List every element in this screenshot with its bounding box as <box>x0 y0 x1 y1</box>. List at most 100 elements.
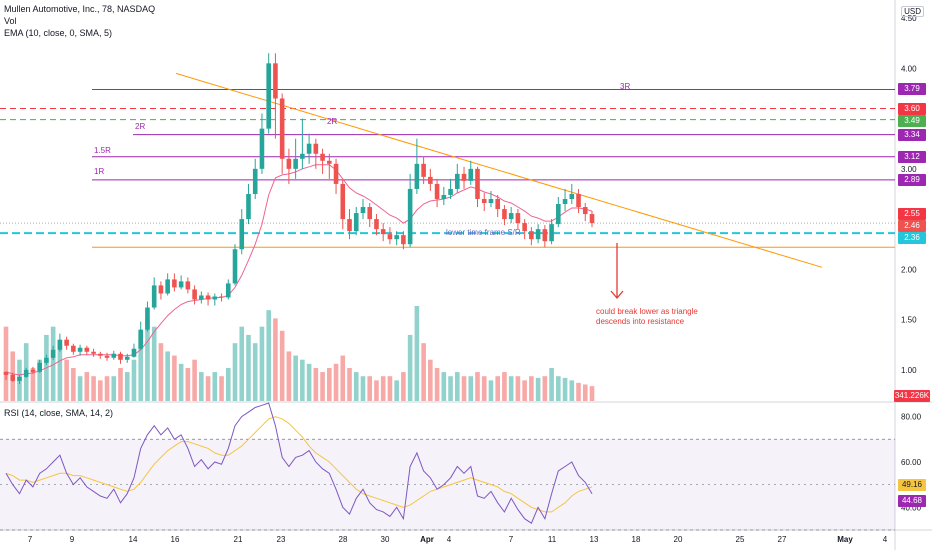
candle-body <box>407 188 413 245</box>
price-tag: 3.79 <box>898 83 926 96</box>
candle-body <box>327 160 332 164</box>
candle-body <box>192 289 197 300</box>
volume-bar <box>239 326 245 401</box>
rsi-legend[interactable]: RSI (14, close, SMA, 14, 2) <box>4 408 114 418</box>
volume-bar <box>515 376 521 401</box>
price-tag: 2.46 <box>898 220 926 233</box>
date-tick-label: 25 <box>736 535 745 544</box>
date-tick-label: 18 <box>632 535 641 544</box>
volume-bar <box>340 355 346 401</box>
candle-body <box>71 345 76 352</box>
volume-bar <box>246 334 251 401</box>
date-tick-label: 13 <box>590 535 599 544</box>
date-tick-label: 21 <box>234 535 243 544</box>
price-tick-label: 3.00 <box>901 165 917 174</box>
volume-tag: 341.226K <box>894 390 930 402</box>
ema-legend[interactable]: EMA (10, close, 0, SMA, 5) <box>4 28 113 38</box>
label-2r-left: 2R <box>135 122 145 131</box>
volume-bar <box>522 380 527 401</box>
volume-bar <box>421 343 426 401</box>
volume-bar <box>172 355 177 401</box>
volume-bar <box>407 334 413 401</box>
candle-body <box>300 153 305 159</box>
volume-bar <box>225 367 231 401</box>
volume-bar <box>178 363 184 401</box>
candle-body <box>266 63 271 129</box>
symbol-legend[interactable]: Mullen Automotive, Inc., 78, NASDAQ <box>4 4 156 14</box>
date-tick-label: 11 <box>548 535 557 544</box>
volume-bar <box>374 380 379 401</box>
candle-body <box>239 219 245 250</box>
volume-bar <box>461 376 467 401</box>
volume-bar <box>266 310 271 401</box>
volume-bar <box>286 351 292 401</box>
candle-body <box>145 307 150 330</box>
volume-bar <box>380 376 386 401</box>
date-tick-label: 20 <box>674 535 683 544</box>
candle-body <box>131 348 137 357</box>
candle-body <box>556 204 561 225</box>
candle-body <box>374 219 379 230</box>
volume-bar <box>111 376 117 401</box>
price-tick-label: 4.50 <box>901 14 917 23</box>
candle-body <box>151 285 157 308</box>
volume-bar <box>97 380 103 401</box>
volume-bar <box>151 326 157 401</box>
price-tick-label: 4.00 <box>901 64 917 73</box>
volume-bar <box>158 343 164 401</box>
candle-body <box>468 168 474 181</box>
date-tick-label: May <box>837 535 853 544</box>
date-tick-label: 14 <box>129 535 138 544</box>
volume-bar <box>118 367 123 401</box>
rsi-band <box>0 439 895 530</box>
volume-bar <box>562 377 568 401</box>
candle-body <box>502 209 507 220</box>
candle-body <box>111 353 117 358</box>
candle-body <box>481 198 487 204</box>
volume-bar <box>569 380 575 401</box>
candle-body <box>401 235 406 245</box>
volume-bar <box>401 372 406 401</box>
price-tag: 2.89 <box>898 173 926 186</box>
volume-bar <box>57 343 63 401</box>
volume-bar <box>192 359 197 401</box>
candle-body <box>320 153 325 161</box>
candle-body <box>172 279 177 288</box>
volume-bar <box>454 372 460 401</box>
volume-bar <box>252 343 258 401</box>
volume-bar <box>535 377 541 401</box>
volume-bar <box>124 372 130 401</box>
volume-bar <box>306 363 312 401</box>
date-tick-label: 23 <box>277 535 286 544</box>
candle-body <box>44 357 49 363</box>
callout-arrow-head <box>610 290 624 299</box>
candle-body <box>542 229 548 242</box>
currency-label[interactable]: USD <box>901 6 924 17</box>
date-tick-label: 4 <box>883 535 888 544</box>
candle-body <box>434 183 440 199</box>
date-tick-label: 27 <box>778 535 787 544</box>
volume-bar <box>3 326 9 401</box>
date-tick-label: 28 <box>339 535 348 544</box>
candle-body <box>118 353 123 360</box>
rsi-tag: 49.16 <box>898 478 926 491</box>
candle-body <box>124 356 130 360</box>
candle-body <box>30 369 36 372</box>
candle-body <box>529 231 534 240</box>
volume-bar <box>145 318 150 401</box>
candle-body <box>273 63 278 99</box>
volume-bar <box>549 367 554 401</box>
candle-body <box>246 193 251 220</box>
price-tag: 3.12 <box>898 150 926 163</box>
candle-body <box>488 198 494 204</box>
candle-body <box>219 296 224 298</box>
volume-bar <box>556 376 561 401</box>
date-tick-label: 16 <box>171 535 180 544</box>
date-tick-label: Apr <box>420 535 434 544</box>
volume-bar <box>37 359 42 401</box>
volume-legend[interactable]: Vol <box>4 16 17 26</box>
candle-body <box>50 349 56 358</box>
candle-body <box>212 296 218 300</box>
volume-bar <box>104 376 110 401</box>
